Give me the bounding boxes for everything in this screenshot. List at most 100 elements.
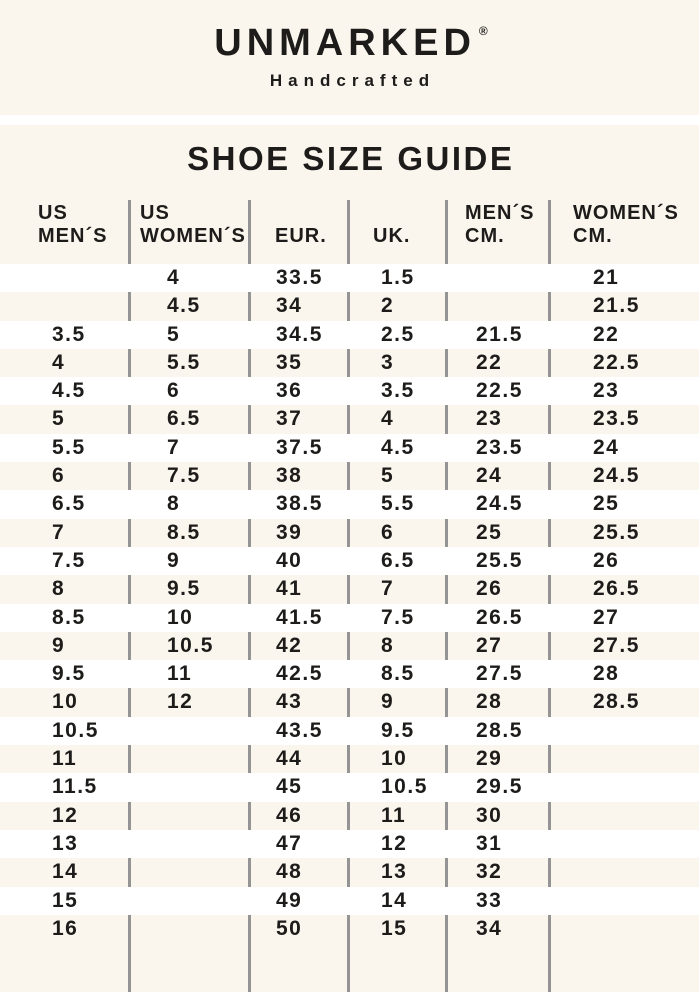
table-row: 4 5.5 35 3 22 22.5 (0, 349, 699, 377)
cell-womens-cm: 23 (593, 379, 620, 403)
column-header-womens-cm: WOMEN´S CM. (548, 202, 699, 248)
cell-us-womens (128, 887, 248, 915)
header-line: EUR. (275, 225, 327, 247)
column-divider (128, 200, 131, 992)
cell-us-mens (0, 292, 128, 320)
cell-womens-cm: 27.5 (593, 633, 640, 657)
cell-eur: 48 (276, 860, 303, 884)
cell-us-womens (128, 915, 248, 943)
cell-us-mens: 5.5 (52, 435, 86, 459)
cell-mens-cm: 34 (476, 916, 503, 940)
header-line: CM. (573, 225, 613, 247)
cell-us-womens: 5 (167, 322, 181, 346)
cell-mens-cm: 23 (476, 407, 503, 431)
cell-mens-cm: 32 (476, 860, 503, 884)
cell-eur: 36 (276, 379, 303, 403)
cell-womens-cm (548, 887, 699, 915)
cell-mens-cm: 25 (476, 520, 503, 544)
brand-name: UNMARKED (214, 22, 476, 64)
brand-logo: UNMARKED ® (0, 24, 699, 62)
cell-eur: 44 (276, 747, 303, 771)
table-row: 8 9.5 41 7 26 26.5 (0, 575, 699, 603)
cell-uk: 11 (381, 803, 407, 827)
table-row: 5 6.5 37 4 23 23.5 (0, 405, 699, 433)
cell-us-mens: 6 (52, 464, 66, 488)
cell-eur: 37.5 (276, 435, 323, 459)
cell-eur: 46 (276, 803, 303, 827)
cell-mens-cm: 28 (476, 690, 503, 714)
cell-us-mens: 8.5 (52, 605, 86, 629)
cell-uk: 15 (381, 916, 408, 940)
cell-womens-cm (548, 858, 699, 886)
cell-eur: 43.5 (276, 718, 323, 742)
size-table: US MEN´S US WOMEN´S EUR. UK. MEN´S CM. W… (0, 200, 699, 992)
cell-us-womens: 10.5 (167, 633, 214, 657)
cell-uk: 14 (381, 888, 408, 912)
cell-us-mens: 11.5 (52, 775, 98, 799)
cell-womens-cm (548, 802, 699, 830)
header-line: WOMEN´S (573, 202, 679, 224)
cell-mens-cm: 22 (476, 350, 503, 374)
page-title: SHOE SIZE GUIDE (187, 140, 515, 177)
cell-uk: 4.5 (381, 435, 415, 459)
table-row: 6.5 8 38.5 5.5 24.5 25 (0, 490, 699, 519)
cell-uk: 13 (381, 860, 408, 884)
header-line (275, 202, 347, 225)
cell-us-mens: 9.5 (52, 662, 86, 686)
cell-mens-cm: 31 (476, 831, 503, 855)
cell-us-womens: 6 (167, 379, 181, 403)
cell-eur: 41.5 (276, 605, 323, 629)
cell-us-womens: 8.5 (167, 520, 201, 544)
cell-eur: 37 (276, 407, 303, 431)
cell-us-mens: 10.5 (52, 718, 99, 742)
cell-uk: 9 (381, 690, 395, 714)
cell-womens-cm: 22 (593, 322, 620, 346)
cell-us-womens: 11 (167, 662, 193, 686)
table-row: 5.5 7 37.5 4.5 23.5 24 (0, 433, 699, 463)
cell-us-womens (128, 830, 248, 858)
cell-eur: 34.5 (276, 322, 323, 346)
cell-us-mens: 16 (52, 916, 79, 940)
cell-uk: 1.5 (381, 266, 415, 289)
cell-uk: 3 (381, 350, 395, 374)
cell-uk: 8 (381, 633, 395, 657)
cell-uk: 8.5 (381, 662, 415, 686)
cell-mens-cm: 26.5 (476, 605, 523, 629)
cell-us-mens: 5 (52, 407, 66, 431)
cell-uk: 5 (381, 464, 395, 488)
cell-us-mens: 8 (52, 577, 66, 601)
cell-womens-cm (548, 717, 699, 745)
cell-mens-cm: 33 (476, 888, 503, 912)
cell-uk: 6 (381, 520, 395, 544)
cell-womens-cm: 22.5 (593, 350, 640, 374)
cell-mens-cm: 24 (476, 464, 503, 488)
cell-us-womens (128, 745, 248, 773)
cell-mens-cm: 24.5 (476, 492, 523, 516)
table-row: 7.5 9 40 6.5 25.5 26 (0, 546, 699, 576)
table-row: 4.5 6 36 3.5 22.5 23 (0, 377, 699, 406)
cell-us-mens: 10 (52, 690, 79, 714)
cell-us-mens: 11 (52, 747, 78, 771)
cell-womens-cm: 28 (593, 662, 620, 686)
cell-womens-cm: 24 (593, 435, 620, 459)
cell-us-womens: 9.5 (167, 577, 201, 601)
cell-eur: 47 (276, 831, 303, 855)
cell-mens-cm: 25.5 (476, 548, 523, 572)
column-divider (548, 200, 551, 992)
cell-us-womens: 6.5 (167, 407, 201, 431)
cell-uk: 3.5 (381, 379, 415, 403)
column-header-us-mens: US MEN´S (0, 202, 128, 248)
cell-us-womens: 4 (167, 266, 181, 289)
cell-mens-cm: 28.5 (476, 718, 523, 742)
cell-us-mens: 7 (52, 520, 66, 544)
table-row: 3.5 5 34.5 2.5 21.5 22 (0, 320, 699, 349)
cell-womens-cm: 28.5 (593, 690, 640, 714)
column-divider (248, 200, 251, 992)
cell-us-womens (128, 802, 248, 830)
cell-eur: 43 (276, 690, 303, 714)
brand-tagline: Handcrafted (269, 71, 436, 90)
cell-us-womens (128, 773, 248, 801)
cell-mens-cm: 29.5 (476, 775, 523, 799)
table-row: 12 46 11 30 (0, 802, 699, 830)
table-row: 4 33.5 1.5 21 (0, 264, 699, 293)
